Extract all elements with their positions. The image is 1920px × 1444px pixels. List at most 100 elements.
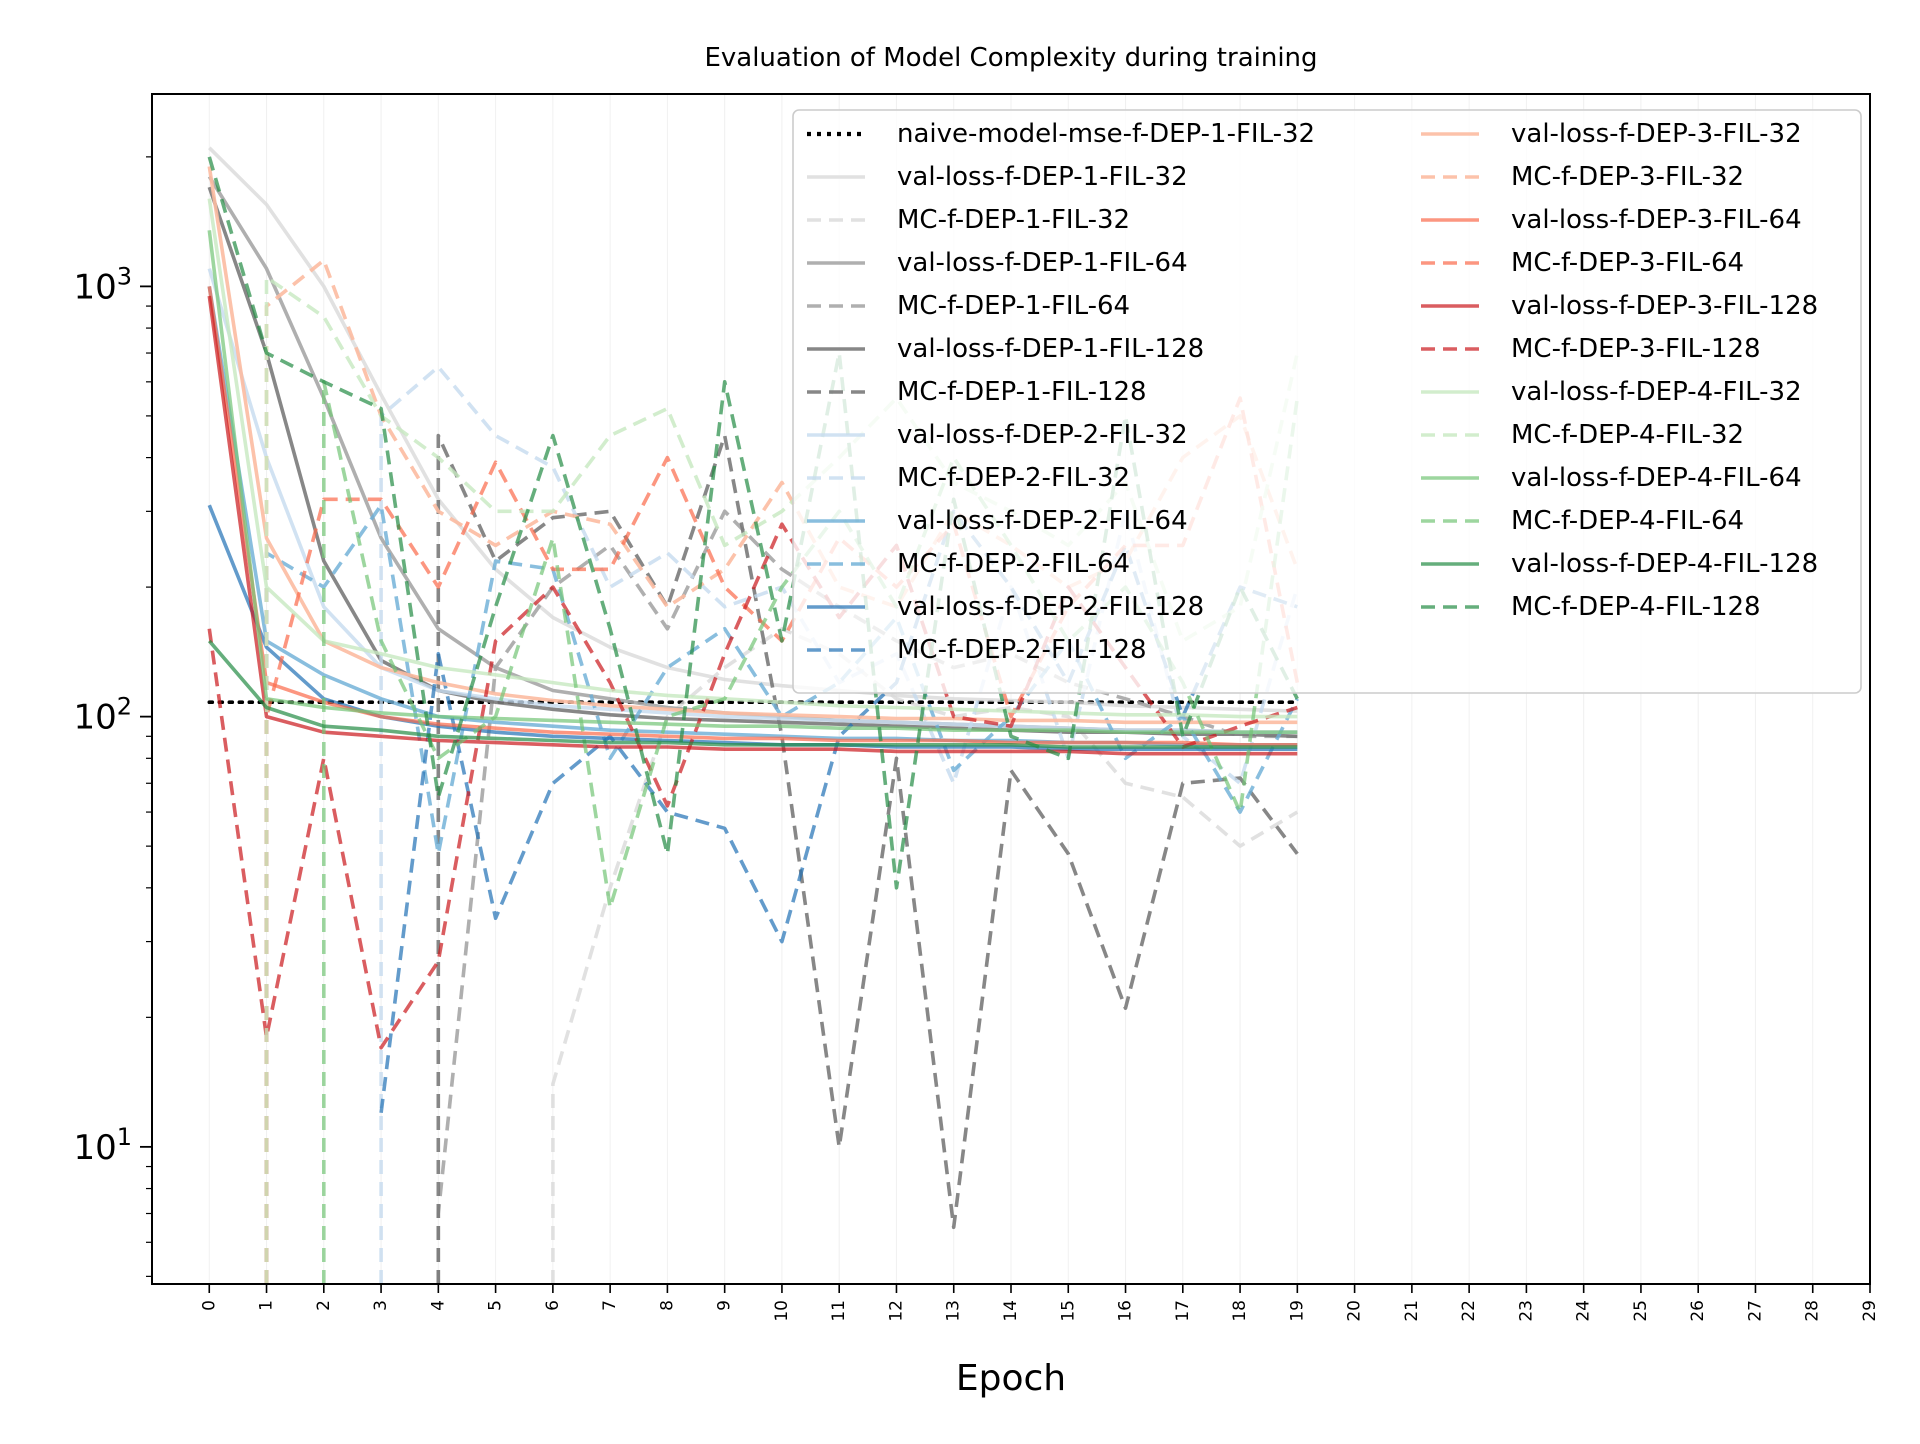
legend-item: val-loss-f-DEP-2-FIL-128 — [807, 592, 1204, 622]
x-tick-label: 2 — [314, 1300, 334, 1311]
legend-label: val-loss-f-DEP-1-FIL-64 — [897, 248, 1188, 278]
series-line-val-loss-f-DEP-4-FIL-32 — [207, 198, 1298, 719]
x-tick-label: 20 — [1345, 1300, 1365, 1322]
series-line-val-loss-f-DEP-1-FIL-32 — [208, 146, 1298, 713]
x-tick-label: 9 — [715, 1300, 735, 1311]
x-tick-label: 19 — [1287, 1300, 1307, 1322]
legend-label: val-loss-f-DEP-2-FIL-32 — [897, 420, 1188, 450]
series-line-val-loss-f-DEP-3-FIL-128 — [207, 295, 1298, 756]
series-line-MC-f-DEP-2-FIL-64 — [264, 503, 1299, 1284]
series-path — [207, 198, 1298, 719]
y-tick-label: 102 — [73, 693, 132, 738]
legend-item: val-loss-f-DEP-2-FIL-32 — [807, 420, 1188, 450]
series-line-MC-f-DEP-1-FIL-32 — [551, 626, 1299, 1284]
legend-label: val-loss-f-DEP-4-FIL-128 — [1511, 549, 1818, 579]
legend-item: MC-f-DEP-4-FIL-32 — [1421, 420, 1744, 450]
legend-item: MC-f-DEP-3-FIL-64 — [1421, 248, 1744, 278]
series-line-val-loss-f-DEP-3-FIL-32 — [207, 166, 1298, 725]
legend-item: MC-f-DEP-4-FIL-64 — [1421, 506, 1744, 536]
x-tick-label: 13 — [944, 1300, 964, 1322]
legend-label: MC-f-DEP-3-FIL-128 — [1511, 334, 1761, 364]
series-path — [207, 286, 1298, 747]
x-tick-label: 5 — [486, 1300, 506, 1311]
legend: naive-model-mse-f-DEP-1-FIL-32 val-loss-f… — [792, 109, 1862, 694]
series-path — [207, 166, 1298, 725]
legend-item: val-loss-f-DEP-3-FIL-32 — [1421, 119, 1802, 149]
legend-label: MC-f-DEP-3-FIL-32 — [1511, 162, 1744, 192]
legend-item: MC-f-DEP-1-FIL-64 — [807, 291, 1130, 321]
legend-item: naive-model-mse-f-DEP-1-FIL-32 — [807, 119, 1315, 149]
series-path — [207, 639, 1298, 749]
series-path — [551, 626, 1299, 1284]
legend-item: val-loss-f-DEP-1-FIL-32 — [807, 162, 1188, 192]
x-axis: 0 1 2 3 4 5 6 7 8 9 10 11 12 13 14 15 16 17 18 19 20 21 22 23 24… — [199, 1284, 1880, 1322]
x-tick-label: 28 — [1803, 1300, 1823, 1322]
legend-item: val-loss-f-DEP-1-FIL-64 — [807, 248, 1188, 278]
legend-label: val-loss-f-DEP-4-FIL-64 — [1511, 463, 1802, 493]
legend-label: MC-f-DEP-1-FIL-128 — [897, 377, 1147, 407]
y-tick-label: 101 — [73, 1123, 132, 1168]
x-tick-label: 15 — [1058, 1300, 1078, 1322]
x-tick-label: 23 — [1516, 1300, 1536, 1322]
x-tick-label: 17 — [1173, 1300, 1193, 1322]
legend-label: MC-f-DEP-2-FIL-64 — [897, 549, 1130, 579]
legend-label: naive-model-mse-f-DEP-1-FIL-32 — [897, 119, 1315, 149]
legend-item: val-loss-f-DEP-4-FIL-128 — [1421, 549, 1818, 579]
chart-title: Evaluation of Model Complexity during tr… — [704, 43, 1317, 73]
series-path — [207, 230, 1298, 735]
legend-item: val-loss-f-DEP-2-FIL-64 — [807, 506, 1188, 536]
x-tick-label: 21 — [1402, 1300, 1422, 1322]
legend-label: val-loss-f-DEP-2-FIL-128 — [897, 592, 1204, 622]
x-tick-label: 4 — [428, 1300, 448, 1311]
legend-item: MC-f-DEP-1-FIL-32 — [807, 205, 1130, 235]
x-tick-label: 16 — [1116, 1300, 1136, 1322]
legend-label: MC-f-DEP-4-FIL-128 — [1511, 592, 1761, 622]
legend-label: val-loss-f-DEP-3-FIL-32 — [1511, 119, 1802, 149]
x-tick-label: 7 — [600, 1300, 620, 1311]
x-axis-label: Epoch — [956, 1358, 1066, 1399]
legend-label: MC-f-DEP-2-FIL-32 — [897, 463, 1130, 493]
x-tick-label: 22 — [1459, 1300, 1479, 1322]
x-tick-label: 0 — [199, 1300, 219, 1311]
legend-item: MC-f-DEP-3-FIL-128 — [1421, 334, 1761, 364]
series-line-val-loss-f-DEP-3-FIL-64 — [207, 286, 1298, 747]
legend-label: MC-f-DEP-4-FIL-64 — [1511, 506, 1744, 536]
x-tick-label: 24 — [1574, 1300, 1594, 1322]
x-tick-label: 29 — [1860, 1300, 1880, 1322]
legend-item: MC-f-DEP-2-FIL-128 — [807, 635, 1147, 665]
legend-label: val-loss-f-DEP-2-FIL-64 — [897, 506, 1188, 536]
series-line-val-loss-f-DEP-4-FIL-64 — [207, 230, 1298, 735]
y-axis: 101 102 103 — [73, 156, 152, 1277]
legend-label: val-loss-f-DEP-1-FIL-32 — [897, 162, 1188, 192]
legend-label: val-loss-f-DEP-3-FIL-64 — [1511, 205, 1802, 235]
legend-item: MC-f-DEP-4-FIL-128 — [1421, 592, 1761, 622]
series-path — [264, 503, 1299, 1284]
x-tick-label: 6 — [543, 1300, 563, 1311]
x-tick-label: 27 — [1745, 1300, 1765, 1322]
legend-item: val-loss-f-DEP-3-FIL-64 — [1421, 205, 1802, 235]
legend-label: val-loss-f-DEP-4-FIL-32 — [1511, 377, 1802, 407]
legend-label: MC-f-DEP-4-FIL-32 — [1511, 420, 1744, 450]
x-tick-label: 10 — [772, 1300, 792, 1322]
x-tick-label: 18 — [1230, 1300, 1250, 1322]
legend-label: MC-f-DEP-2-FIL-128 — [897, 635, 1147, 665]
legend-label: MC-f-DEP-1-FIL-32 — [897, 205, 1130, 235]
x-tick-label: 3 — [371, 1300, 391, 1311]
series-line-val-loss-f-DEP-4-FIL-128 — [207, 639, 1298, 749]
x-tick-label: 25 — [1631, 1300, 1651, 1322]
y-tick-label: 103 — [73, 262, 132, 307]
legend-label: val-loss-f-DEP-1-FIL-128 — [897, 334, 1204, 364]
legend-label: val-loss-f-DEP-3-FIL-128 — [1511, 291, 1818, 321]
legend-item: val-loss-f-DEP-3-FIL-128 — [1421, 291, 1818, 321]
x-tick-label: 14 — [1001, 1300, 1021, 1322]
legend-item: val-loss-f-DEP-4-FIL-64 — [1421, 463, 1802, 493]
legend-item: val-loss-f-DEP-4-FIL-32 — [1421, 377, 1802, 407]
x-tick-label: 26 — [1688, 1300, 1708, 1322]
series-path — [207, 295, 1298, 756]
legend-item: val-loss-f-DEP-1-FIL-128 — [807, 334, 1204, 364]
series-path — [207, 522, 1298, 1050]
legend-label: MC-f-DEP-1-FIL-64 — [897, 291, 1130, 321]
x-tick-label: 11 — [829, 1300, 849, 1322]
